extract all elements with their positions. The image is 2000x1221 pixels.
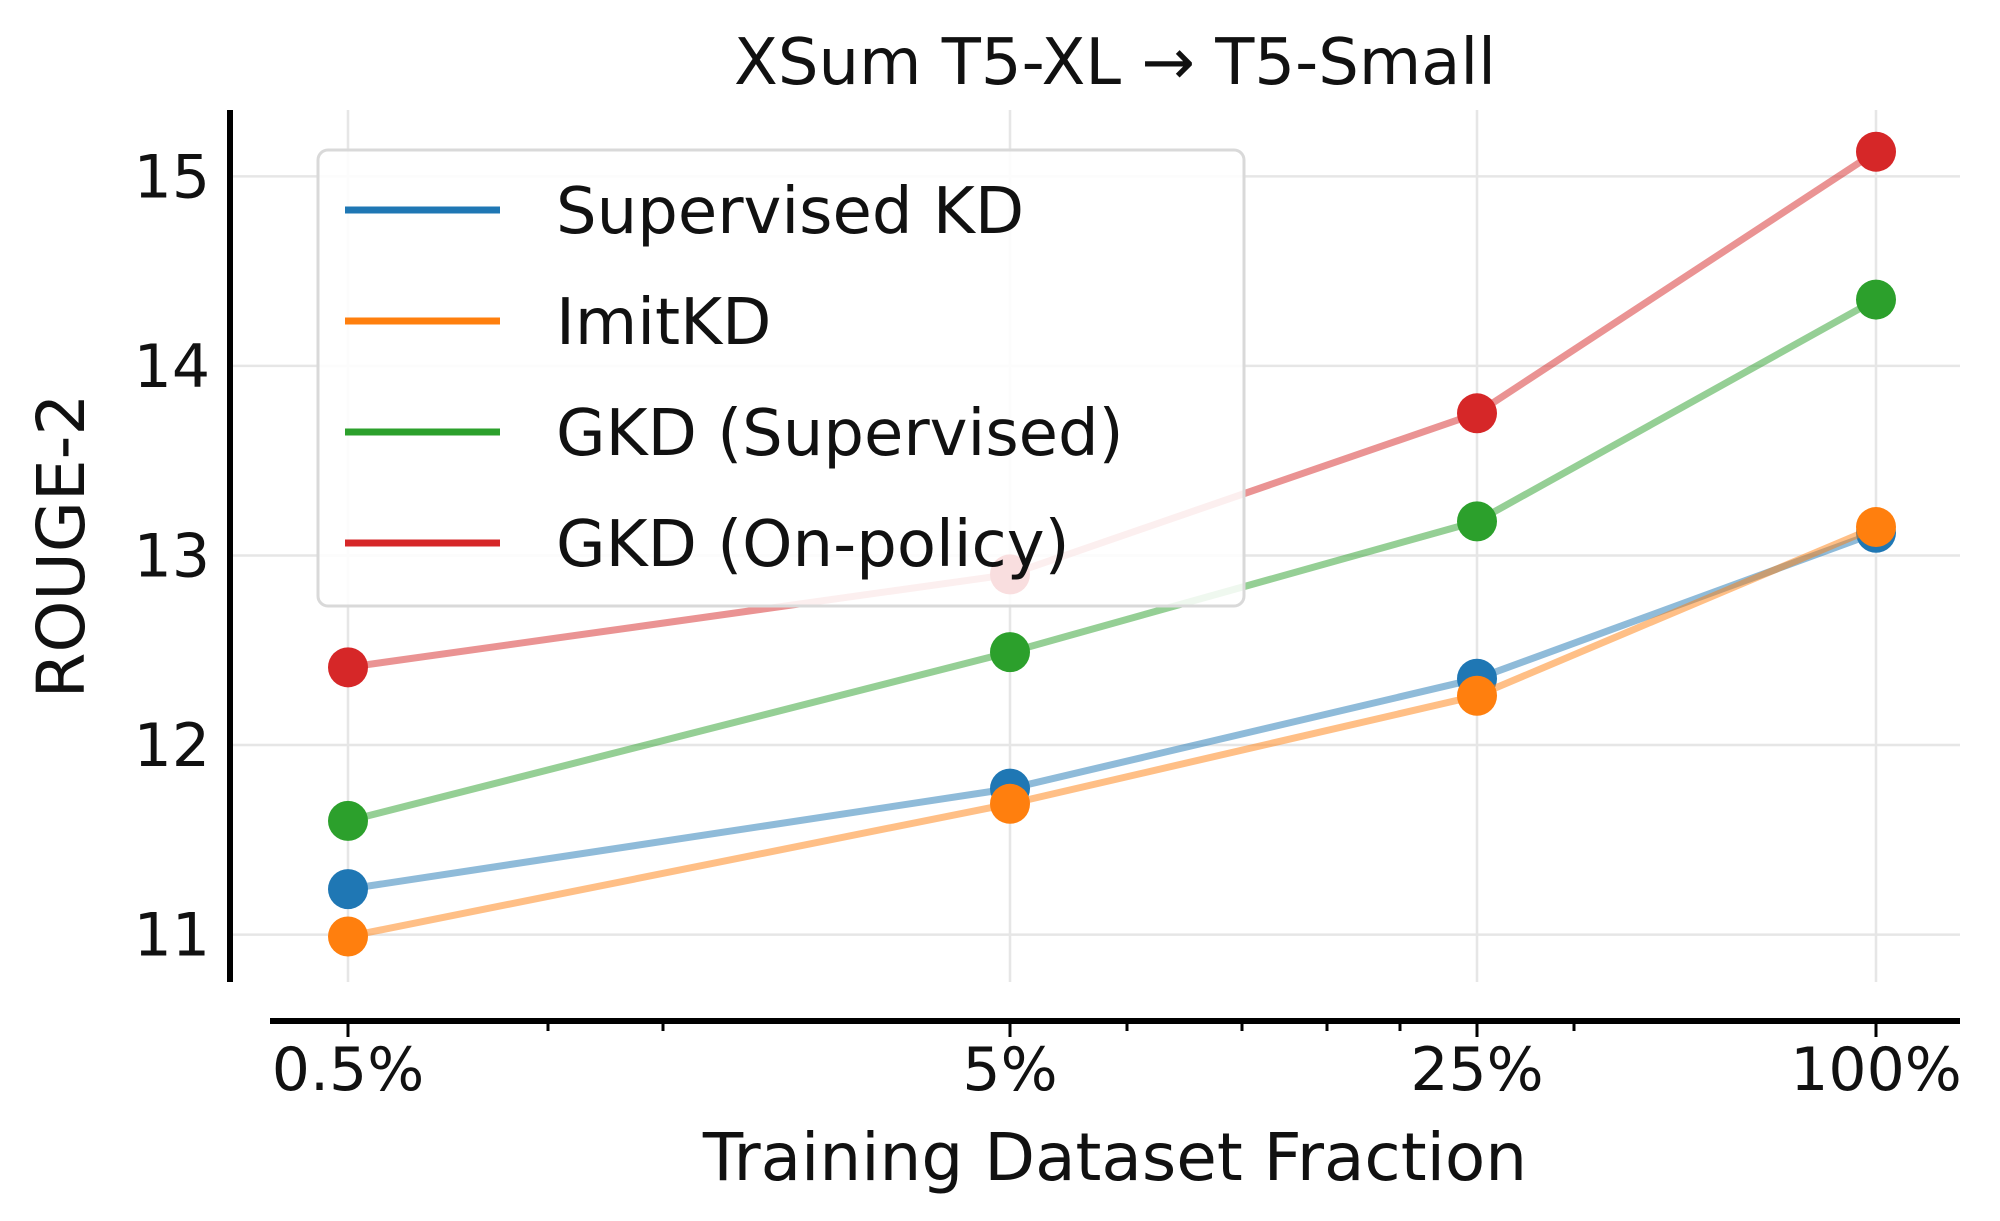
x-tick-labels: 0.5% 5% 25% 100% [272,1035,1962,1105]
data-point [1457,675,1497,716]
y-tick-label: 15 [134,142,210,212]
data-point [328,647,368,688]
data-point [328,800,368,841]
x-tick-label: 5% [962,1035,1057,1105]
y-tick-labels: 11 12 13 14 15 [134,142,210,970]
y-tick-label: 11 [134,901,210,971]
legend-items: Supervised KD ImitKD GKD (Supervised) GKD (… [345,175,1124,582]
y-axis-label: ROUGE-2 [23,394,100,699]
data-point [1856,507,1896,548]
data-point [1457,501,1497,542]
data-point [990,632,1030,673]
legend-label: GKD (On-policy) [556,508,1070,582]
x-tick-label: 100% [1790,1035,1962,1105]
data-point [328,869,368,910]
x-tick-label: 0.5% [272,1035,424,1105]
legend-box [316,148,1246,608]
series [328,507,1896,957]
legend-label: ImitKD [556,286,771,360]
data-point [328,916,368,957]
data-point [1856,279,1896,320]
y-tick-label: 14 [134,332,210,402]
axes [227,110,1960,1037]
data-point [990,783,1030,824]
x-axis-label: Training Dataset Fraction [702,1119,1527,1196]
x-tick-label: 25% [1410,1035,1543,1105]
legend-label: GKD (Supervised) [556,397,1124,471]
series-line [344,523,1880,941]
legend: Supervised KD ImitKD GKD (Supervised) GKD (… [316,148,1246,608]
series-line [344,529,1880,893]
y-tick-label: 13 [134,521,210,591]
chart-title: XSum T5-XL → T5-Small [734,26,1496,100]
data-point [1457,393,1497,434]
legend-label: Supervised KD [556,175,1024,249]
data-point [1856,131,1896,172]
y-tick-label: 12 [134,711,210,781]
